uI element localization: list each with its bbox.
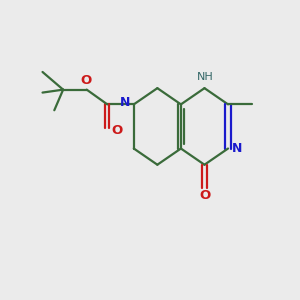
Text: N: N — [120, 95, 130, 109]
Text: O: O — [111, 124, 122, 137]
Text: N: N — [232, 142, 243, 155]
Text: O: O — [80, 74, 91, 87]
Text: NH: NH — [197, 72, 213, 82]
Text: O: O — [200, 189, 211, 202]
